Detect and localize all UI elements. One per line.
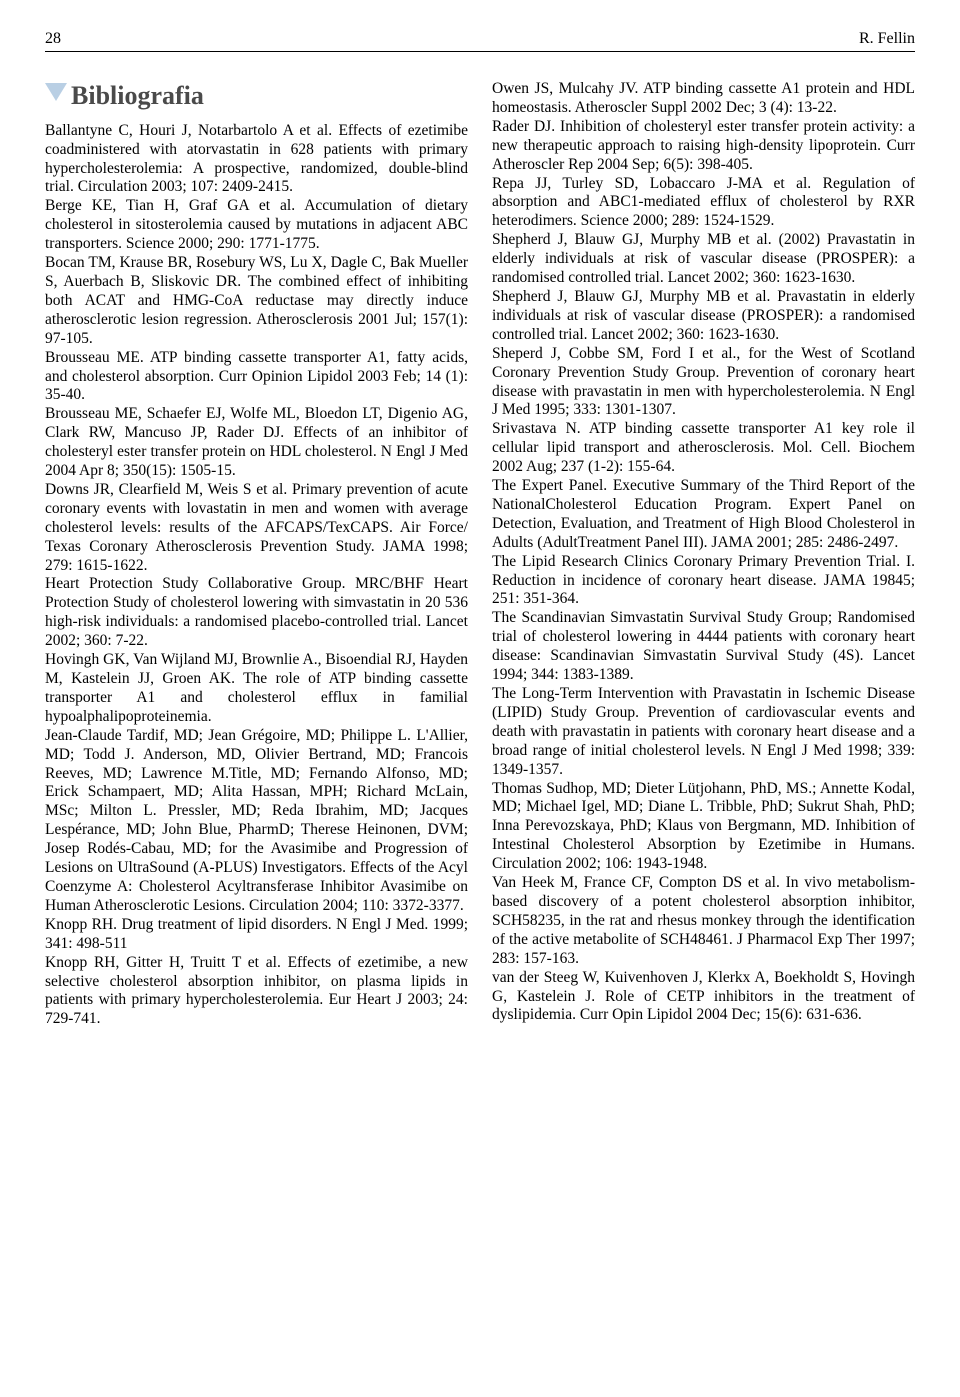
bibliography-columns: Bibliografia Ballantyne C, Houri J, Nota…: [45, 80, 915, 1029]
references-list: Ballantyne C, Houri J, Notarbartolo A et…: [45, 80, 915, 1029]
reference-entry: Hovingh GK, Van Wijland MJ, Brownlie A.,…: [45, 651, 468, 727]
reference-entry: Srivastava N. ATP binding cassette trans…: [492, 420, 915, 477]
reference-entry: Brousseau ME. ATP binding cassette trans…: [45, 349, 468, 406]
reference-entry: Shepherd J, Blauw GJ, Murphy MB et al. (…: [492, 231, 915, 288]
reference-entry: Knopp RH, Gitter H, Truitt T et al. Effe…: [45, 954, 468, 1030]
triangle-icon: [45, 83, 67, 101]
reference-entry: Jean-Claude Tardif, MD; Jean Grégoire, M…: [45, 727, 468, 916]
reference-entry: Ballantyne C, Houri J, Notarbartolo A et…: [45, 122, 468, 198]
reference-entry: Brousseau ME, Schaefer EJ, Wolfe ML, Blo…: [45, 405, 468, 481]
reference-entry: Downs JR, Clearfield M, Weis S et al. Pr…: [45, 481, 468, 576]
reference-entry: Berge KE, Tian H, Graf GA et al. Accumul…: [45, 197, 468, 254]
reference-entry: Heart Protection Study Collaborative Gro…: [45, 575, 468, 651]
reference-entry: Owen JS, Mulcahy JV. ATP binding cassett…: [492, 80, 915, 118]
reference-entry: The Scandinavian Simvastatin Survival St…: [492, 609, 915, 685]
reference-entry: The Long-Term Intervention with Pravasta…: [492, 685, 915, 780]
reference-entry: Knopp RH. Drug treatment of lipid disord…: [45, 916, 468, 954]
reference-entry: Repa JJ, Turley SD, Lobaccaro J-MA et al…: [492, 175, 915, 232]
reference-entry: Van Heek M, France CF, Compton DS et al.…: [492, 874, 915, 969]
reference-entry: The Expert Panel. Executive Summary of t…: [492, 477, 915, 553]
section-title: Bibliografia: [45, 80, 468, 112]
page-number: 28: [45, 30, 61, 48]
reference-entry: van der Steeg W, Kuivenhoven J, Klerkx A…: [492, 969, 915, 1026]
section-title-text: Bibliografia: [71, 81, 204, 110]
reference-entry: Shepherd J, Blauw GJ, Murphy MB et al. P…: [492, 288, 915, 345]
header-author: R. Fellin: [859, 30, 915, 48]
reference-entry: Rader DJ. Inhibition of cholesteryl este…: [492, 118, 915, 175]
reference-entry: The Lipid Research Clinics Coronary Prim…: [492, 553, 915, 610]
page-header: 28 R. Fellin: [45, 30, 915, 52]
reference-entry: Sheperd J, Cobbe SM, Ford I et al., for …: [492, 345, 915, 421]
reference-entry: Thomas Sudhop, MD; Dieter Lütjohann, PhD…: [492, 780, 915, 875]
reference-entry: Bocan TM, Krause BR, Rosebury WS, Lu X, …: [45, 254, 468, 349]
